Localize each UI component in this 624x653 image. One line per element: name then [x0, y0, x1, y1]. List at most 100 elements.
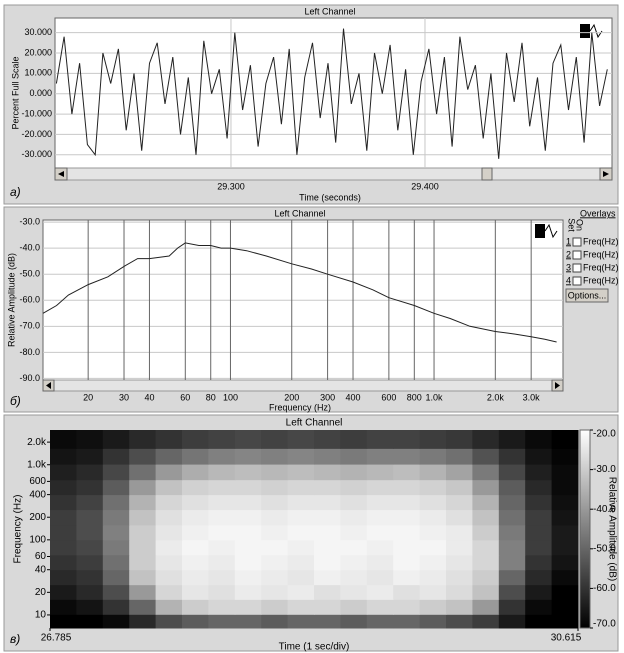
- overlay-label: Freq(Hz): [583, 262, 619, 272]
- heat-cell: [340, 614, 368, 629]
- heat-cell: [287, 448, 315, 465]
- heat-cell: [155, 584, 183, 600]
- scrollbar[interactable]: [42, 379, 564, 392]
- overlay-set: 3: [566, 262, 571, 272]
- heat-cell: [50, 494, 77, 511]
- chart-title: Left Channel: [286, 418, 343, 429]
- x-tick-label: 20: [83, 392, 93, 402]
- heat-cell: [208, 584, 236, 600]
- heat-cell: [393, 494, 421, 511]
- heat-cell: [314, 464, 341, 481]
- heat-cell: [287, 430, 315, 449]
- heat-cell: [366, 599, 394, 615]
- heat-cell: [525, 614, 553, 629]
- heat-cell: [525, 448, 553, 465]
- heat-cell: [76, 614, 104, 629]
- heat-cell: [393, 539, 421, 556]
- heat-cell: [446, 464, 473, 481]
- overlay-checkbox[interactable]: [572, 263, 582, 273]
- heat-cell: [287, 614, 315, 629]
- overlay-checkbox[interactable]: [572, 276, 582, 286]
- overlay-checkbox[interactable]: [572, 237, 582, 247]
- heat-cell: [76, 554, 104, 571]
- heat-cell: [366, 539, 394, 556]
- heat-cell: [182, 464, 209, 481]
- heat-cell: [50, 554, 77, 571]
- x-tick-label: 2.0k: [487, 392, 505, 402]
- colorbar: [579, 429, 591, 629]
- heat-cell: [525, 569, 553, 586]
- y-tick-label: 30.000: [24, 27, 52, 37]
- x-tick-label: 800: [407, 392, 422, 402]
- heat-cell: [208, 448, 236, 465]
- x-tick-label: 40: [144, 392, 154, 402]
- y-tick-label: 20.000: [24, 47, 52, 57]
- heat-cell: [261, 524, 289, 541]
- heat-cell: [366, 479, 394, 496]
- set-label: Set: [567, 218, 577, 232]
- heat-cell: [129, 614, 157, 629]
- heat-cell: [261, 464, 289, 481]
- heat-cell: [102, 539, 130, 556]
- heat-cell: [76, 599, 104, 615]
- y-tick-label: 60: [35, 551, 47, 562]
- colorbar-tick-label: -40.0: [593, 504, 616, 515]
- heat-cell: [472, 614, 500, 629]
- heat-cell: [472, 569, 500, 586]
- heat-cell: [155, 524, 183, 541]
- heat-cell: [155, 464, 183, 481]
- y-tick-label: 200: [29, 512, 46, 523]
- heat-cell: [366, 430, 394, 449]
- scrollbar[interactable]: [54, 167, 613, 181]
- heat-cell: [50, 448, 77, 465]
- data-line: [42, 242, 557, 343]
- heat-cell: [234, 569, 262, 586]
- heat-cell: [261, 430, 289, 449]
- heat-cell: [366, 584, 394, 600]
- heat-cell: [551, 494, 579, 511]
- heat-cell: [102, 554, 130, 571]
- heat-cell: [498, 599, 526, 615]
- heat-cell: [76, 569, 104, 586]
- heat-cell: [498, 569, 526, 586]
- heat-cell: [76, 494, 104, 511]
- x-tick-label: 30: [119, 392, 129, 402]
- colorbar-tick-label: -60.0: [593, 583, 616, 594]
- x-tick-label: 1.0k: [426, 392, 444, 402]
- heat-cell: [340, 494, 368, 511]
- heat-cell: [208, 569, 236, 586]
- heat-cell: [340, 569, 368, 586]
- heat-cell: [340, 479, 368, 496]
- heat-cell: [525, 599, 553, 615]
- heat-cell: [366, 554, 394, 571]
- heat-cell: [50, 479, 77, 496]
- heat-cell: [472, 509, 500, 526]
- scroll-thumb[interactable]: [481, 167, 493, 181]
- heat-cell: [102, 479, 130, 496]
- st-icon[interactable]: [580, 23, 603, 39]
- heat-cell: [208, 464, 236, 481]
- heat-cell: [446, 430, 473, 449]
- heat-cell: [446, 584, 473, 600]
- heat-cell: [525, 524, 553, 541]
- heat-cell: [287, 584, 315, 600]
- heat-cell: [314, 479, 341, 496]
- heat-cell: [340, 448, 368, 465]
- heat-cell: [261, 448, 289, 465]
- heat-cell: [50, 569, 77, 586]
- st-icon[interactable]: [535, 223, 558, 239]
- y-axis-label: Percent Full Scale: [10, 56, 20, 129]
- heat-cell: [287, 554, 315, 571]
- heat-cell: [182, 569, 209, 586]
- y-tick-label: 10.000: [24, 68, 52, 78]
- heat-cell: [50, 584, 77, 600]
- heat-cell: [472, 430, 500, 449]
- panel-label: б): [10, 394, 21, 408]
- y-tick-label: 2.0k: [27, 437, 47, 448]
- options-button[interactable]: [565, 288, 609, 303]
- heat-cell: [498, 464, 526, 481]
- overlay-checkbox[interactable]: [572, 250, 582, 260]
- y-axis-label: Relative Amplitude (dB): [6, 253, 16, 347]
- heat-cell: [472, 554, 500, 571]
- heat-cell: [366, 614, 394, 629]
